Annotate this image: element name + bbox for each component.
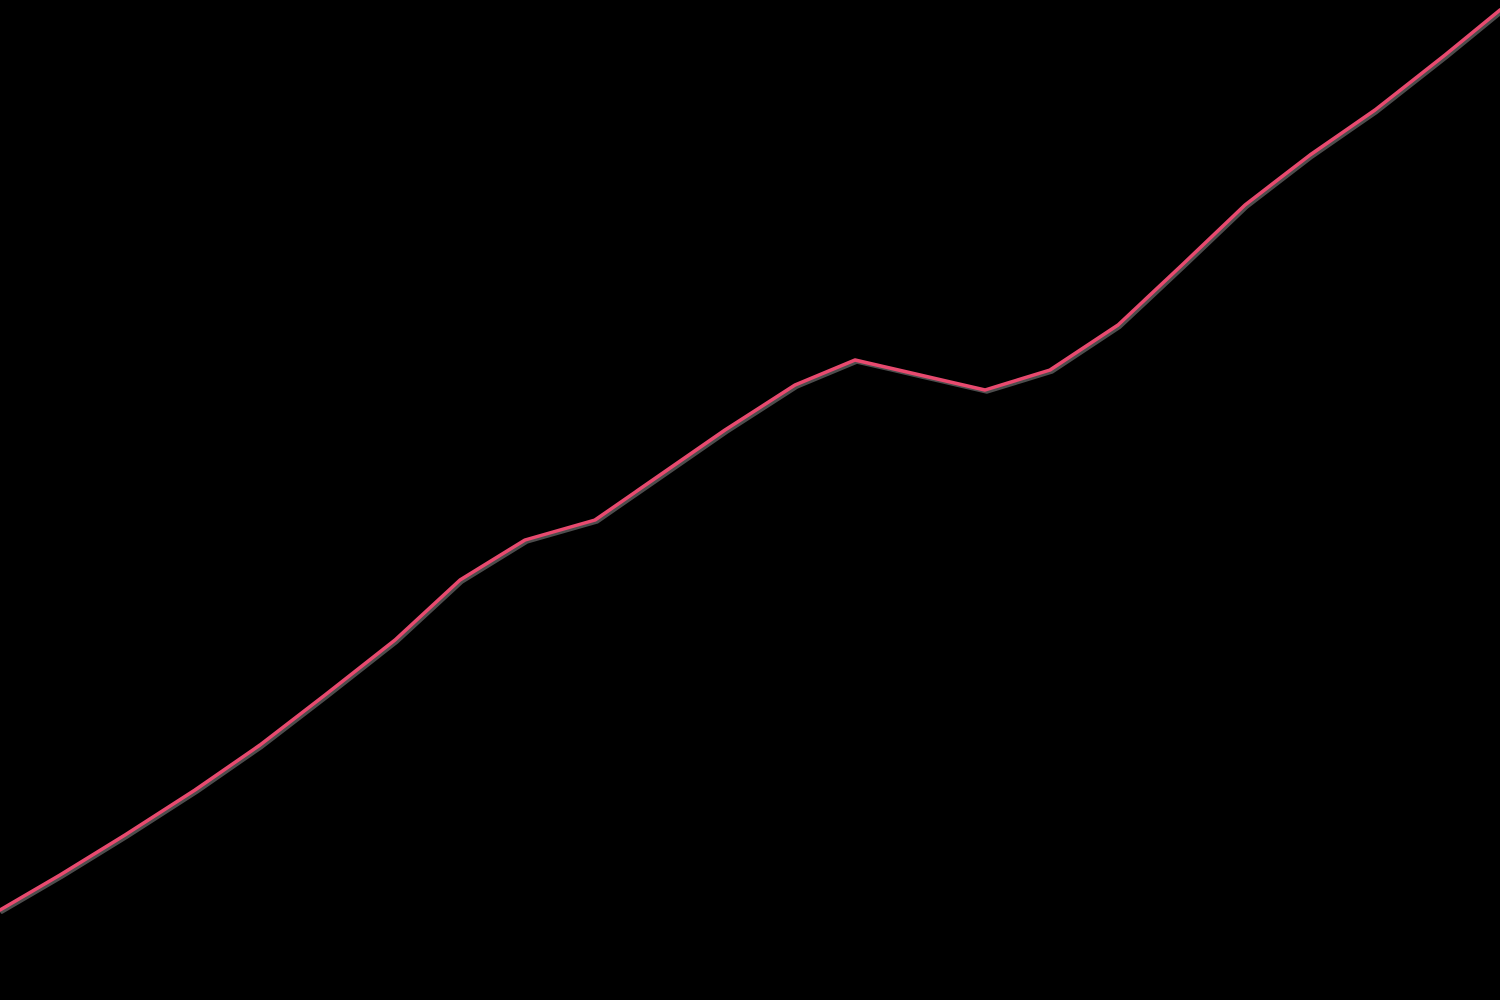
chart-svg (0, 0, 1500, 1000)
chart-background (0, 0, 1500, 1000)
line-chart (0, 0, 1500, 1000)
